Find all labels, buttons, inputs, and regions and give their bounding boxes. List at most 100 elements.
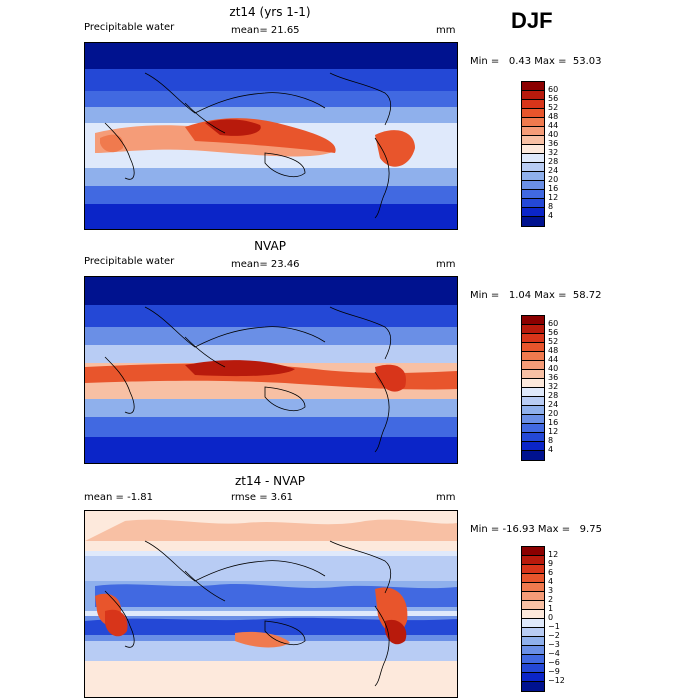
colorbar-swatch — [522, 406, 544, 415]
panel-1-mean: mean= 21.65 — [231, 25, 300, 36]
colorbar-tick-label: 12 — [548, 427, 559, 436]
colorbar-swatch — [522, 592, 544, 601]
colorbar-tick-label: −1 — [548, 622, 560, 631]
colorbar-swatch — [522, 619, 544, 628]
colorbar-tick-label: 8 — [548, 436, 554, 445]
panel-2-map — [84, 276, 458, 464]
colorbar-tick-label: −4 — [548, 649, 560, 658]
colorbar-tick-label: −6 — [548, 658, 560, 667]
colorbar-swatch — [522, 628, 544, 637]
panel-3-minmax: Min = -16.93 Max = 9.75 — [470, 524, 602, 535]
colorbar-tick-label: 16 — [548, 418, 559, 427]
panel-1-colorbar-labels: 60 56 52 48 44 40 36 32 28 24 20 16 12 8 4 — [548, 81, 578, 225]
panel-2-colorbar-labels: 60 56 52 48 44 40 36 32 28 24 20 16 12 8 4 — [548, 315, 578, 459]
colorbar-swatch — [522, 682, 544, 691]
colorbar-swatch — [522, 136, 544, 145]
colorbar-swatch — [522, 316, 544, 325]
colorbar-tick-label: 24 — [548, 166, 559, 175]
panel-3-colorbar — [521, 546, 545, 692]
colorbar-swatch — [522, 415, 544, 424]
colorbar-swatch — [522, 172, 544, 181]
panel-3-map — [84, 510, 458, 698]
colorbar-tick-label: −9 — [548, 667, 560, 676]
panel-2-minmax: Min = 1.04 Max = 58.72 — [470, 290, 602, 301]
colorbar-tick-label: 52 — [548, 337, 559, 346]
colorbar-swatch — [522, 574, 544, 583]
colorbar-swatch — [522, 100, 544, 109]
colorbar-swatch — [522, 370, 544, 379]
colorbar-tick-label: 2 — [548, 595, 554, 604]
colorbar-tick-label: 0 — [548, 613, 554, 622]
colorbar-tick-label: 28 — [548, 157, 559, 166]
colorbar-tick-label: 4 — [548, 445, 554, 454]
colorbar-tick-label: 4 — [548, 211, 554, 220]
panel-1-units: mm — [436, 25, 456, 36]
colorbar-tick-label: 20 — [548, 409, 559, 418]
colorbar-tick-label: 60 — [548, 319, 559, 328]
colorbar-swatch — [522, 637, 544, 646]
panel-3-colorbar-labels: 12 9 6 4 3 2 1 0 −1 −2 −3 −4 −6 −9 −12 — [548, 546, 578, 690]
colorbar-swatch — [522, 583, 544, 592]
colorbar-tick-label: 16 — [548, 184, 559, 193]
colorbar-tick-label: 44 — [548, 355, 559, 364]
colorbar-tick-label: −3 — [548, 640, 560, 649]
panel-2-units: mm — [436, 259, 456, 270]
colorbar-tick-label: 56 — [548, 94, 559, 103]
colorbar-swatch — [522, 208, 544, 217]
colorbar-tick-label: 20 — [548, 175, 559, 184]
panel-3-map-svg — [85, 511, 457, 697]
colorbar-swatch — [522, 190, 544, 199]
colorbar-tick-label: −12 — [548, 676, 565, 685]
colorbar-tick-label: 40 — [548, 130, 559, 139]
colorbar-swatch — [522, 547, 544, 556]
colorbar-swatch — [522, 646, 544, 655]
colorbar-tick-label: 36 — [548, 373, 559, 382]
colorbar-swatch — [522, 379, 544, 388]
colorbar-tick-label: 60 — [548, 85, 559, 94]
colorbar-swatch — [522, 118, 544, 127]
colorbar-swatch — [522, 145, 544, 154]
colorbar-tick-label: 48 — [548, 346, 559, 355]
colorbar-tick-label: 56 — [548, 328, 559, 337]
colorbar-tick-label: 44 — [548, 121, 559, 130]
colorbar-tick-label: 36 — [548, 139, 559, 148]
colorbar-swatch — [522, 325, 544, 334]
colorbar-tick-label: 52 — [548, 103, 559, 112]
panel-2-title: NVAP — [254, 239, 286, 253]
panel-2-mean: mean= 23.46 — [231, 259, 300, 270]
colorbar-swatch — [522, 127, 544, 136]
colorbar-swatch — [522, 181, 544, 190]
panel-1-minmax: Min = 0.43 Max = 53.03 — [470, 56, 602, 67]
colorbar-swatch — [522, 352, 544, 361]
colorbar-tick-label: 6 — [548, 568, 554, 577]
panel-3-mean: mean = -1.81 — [84, 492, 153, 503]
colorbar-swatch — [522, 610, 544, 619]
colorbar-swatch — [522, 442, 544, 451]
colorbar-tick-label: 4 — [548, 577, 554, 586]
colorbar-swatch — [522, 109, 544, 118]
colorbar-tick-label: 40 — [548, 364, 559, 373]
colorbar-tick-label: 28 — [548, 391, 559, 400]
colorbar-swatch — [522, 334, 544, 343]
colorbar-swatch — [522, 82, 544, 91]
colorbar-swatch — [522, 655, 544, 664]
panel-1-map-svg — [85, 43, 457, 229]
panel-3-units: mm — [436, 492, 456, 503]
colorbar-swatch — [522, 556, 544, 565]
colorbar-swatch — [522, 199, 544, 208]
season-label: DJF — [511, 8, 553, 33]
colorbar-tick-label: 9 — [548, 559, 554, 568]
colorbar-tick-label: −2 — [548, 631, 560, 640]
colorbar-swatch — [522, 673, 544, 682]
colorbar-swatch — [522, 154, 544, 163]
colorbar-tick-label: 48 — [548, 112, 559, 121]
colorbar-tick-label: 32 — [548, 148, 559, 157]
colorbar-swatch — [522, 361, 544, 370]
panel-2-variable: Precipitable water — [84, 256, 175, 267]
colorbar-swatch — [522, 451, 544, 460]
colorbar-tick-label: 12 — [548, 193, 559, 202]
colorbar-swatch — [522, 343, 544, 352]
panel-1-variable: Precipitable water — [84, 22, 175, 33]
colorbar-swatch — [522, 388, 544, 397]
colorbar-swatch — [522, 397, 544, 406]
